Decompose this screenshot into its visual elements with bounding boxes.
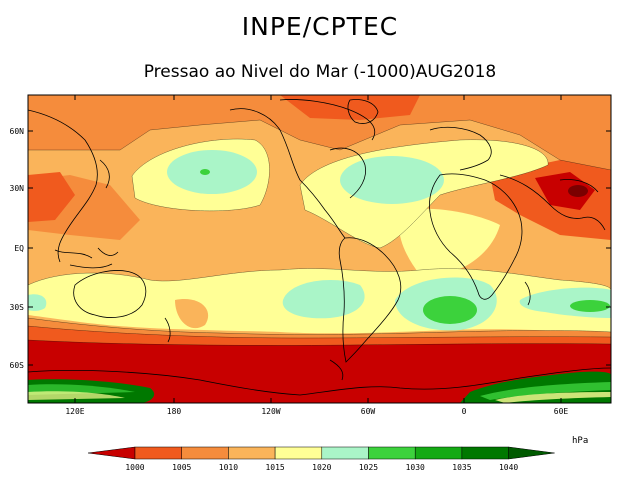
band-1025-north-pacific [200, 169, 210, 175]
colorbar-level-label: 1020 [312, 463, 331, 472]
colorbar-level-label: 1030 [406, 463, 425, 472]
band-1025-indian-ocean-high [570, 300, 610, 312]
colorbar-segment [181, 446, 229, 460]
coastlines [28, 99, 611, 396]
band-1025-south-atlantic-high [423, 296, 477, 324]
lat-tick-label: EQ [14, 244, 24, 253]
lat-tick-label: 60N [10, 127, 25, 136]
colorbar-segment [461, 446, 509, 460]
lon-tick-label: 180 [167, 407, 182, 416]
colorbar-arrow-low [87, 446, 136, 460]
map-frame [27, 94, 612, 404]
colorbar-segment [274, 446, 323, 460]
lat-tick-label: 30N [10, 184, 25, 193]
colorbar-segment [228, 446, 276, 460]
colorbar-level-label: 1000 [125, 463, 144, 472]
thermal-low-core [568, 185, 588, 197]
band-1005-north [28, 95, 611, 170]
band-1000-1005-asia [28, 172, 75, 222]
lon-tick-label: 60E [554, 407, 569, 416]
band-1015-tropical-atlantic [398, 208, 500, 276]
band-1020-north-pacific [167, 150, 257, 194]
colorbar-segment [134, 446, 182, 460]
colorbar-level-label: 1010 [219, 463, 238, 472]
colorbar-level-label: 1025 [359, 463, 378, 472]
lon-tick-label: 60W [361, 407, 376, 416]
colorbar-level-label: 1015 [265, 463, 284, 472]
band-1020-azores-high [340, 156, 444, 204]
longitude-axis: 120E 180 120W 60W 0 60E [65, 95, 568, 416]
colorbar-arrow-high [508, 446, 555, 460]
colorbar-level-label: 1005 [172, 463, 191, 472]
latitude-axis: 60N 30N EQ 30S 60S [10, 127, 611, 370]
colorbar-segment [414, 446, 463, 460]
map-subtitle: Pressao ao Nivel do Mar (-1000)AUG2018 [143, 62, 497, 82]
colorbar-segment [321, 446, 369, 460]
band-below-1000-middle-east [535, 172, 595, 210]
lon-tick-label: 120W [261, 407, 280, 416]
map-title: INPE/CPTEC [241, 12, 399, 41]
colorbar-segment [368, 446, 416, 460]
colorbar-level-label: 1035 [452, 463, 471, 472]
band-1010-south-pacific [175, 299, 209, 329]
lon-tick-label: 0 [462, 407, 467, 416]
lat-tick-label: 30S [10, 303, 25, 312]
pressure-field [28, 95, 611, 403]
colorbar: 1000 1005 1010 1015 1020 1025 1030 1035 1040 [87, 446, 555, 472]
lat-tick-label: 60S [10, 361, 25, 370]
lon-tick-label: 120E [65, 407, 84, 416]
colorbar-level-label: 1040 [499, 463, 518, 472]
band-below-1000-southern-ocean [28, 340, 611, 403]
legend-unit: hPa [572, 436, 589, 446]
